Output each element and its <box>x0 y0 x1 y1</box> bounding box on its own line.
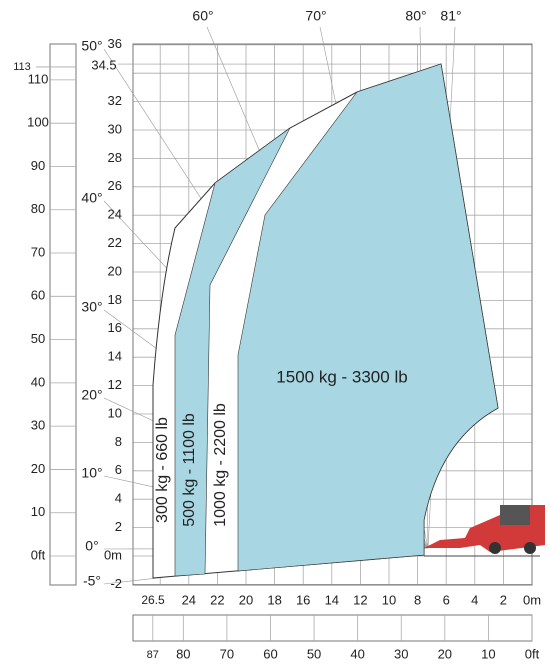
ft-axis-box-bottom <box>133 615 532 641</box>
y-tick-label: 0m <box>104 547 122 562</box>
angle-label: 70° <box>305 8 326 24</box>
y-tick-label: 8 <box>115 434 122 449</box>
ft-tick-label: 80 <box>31 201 45 216</box>
angle-label: 0° <box>85 538 98 554</box>
x-tick-label: 2 <box>500 592 507 607</box>
y-tick-label: 32 <box>108 93 122 108</box>
ft-tick-label: 10 <box>31 504 45 519</box>
angle-label: 80° <box>405 8 426 24</box>
ft-tick-label: 30 <box>394 646 408 661</box>
ft-tick-label: 87 <box>147 649 159 661</box>
y-tick-label: 24 <box>108 207 122 222</box>
x-tick-label: 4 <box>471 592 478 607</box>
x-tick-label: 24 <box>182 592 196 607</box>
y-tick-label: 6 <box>115 462 122 477</box>
x-tick-label: 22 <box>210 592 224 607</box>
ft-tick-label: 0ft <box>525 646 540 661</box>
x-tick-label: 10 <box>382 592 396 607</box>
y-tick-label: 18 <box>108 292 122 307</box>
ft-tick-label: 0ft <box>31 547 46 562</box>
angle-label: 20° <box>81 387 102 403</box>
ft-tick-label: 90 <box>31 158 45 173</box>
zone-label: 1000 kg - 2200 lb <box>212 403 229 527</box>
angle-label: 81° <box>440 8 461 24</box>
ft-tick-label: 60 <box>263 646 277 661</box>
y-tick-label: 12 <box>108 377 122 392</box>
angle-label: 10° <box>81 465 102 481</box>
x-tick-label: 14 <box>325 592 339 607</box>
angle-label: 50° <box>81 38 102 54</box>
zone-label: 300 kg - 660 lb <box>154 417 171 523</box>
ft-tick-label: 20 <box>438 646 452 661</box>
ft-axis-box <box>50 44 76 585</box>
x-tick-label: 8 <box>414 592 421 607</box>
x-tick-label: 16 <box>296 592 310 607</box>
angle-label: 30° <box>81 299 102 315</box>
x-tick-label: 0m <box>523 592 541 607</box>
y-tick-label: 4 <box>115 491 122 506</box>
y-tick-label: 36 <box>108 36 122 51</box>
x-tick-label: 18 <box>267 592 281 607</box>
zone-label: 500 kg - 1100 lb <box>181 413 198 527</box>
y-tick-label: 20 <box>108 263 122 278</box>
ft-tick-label: 80 <box>176 646 190 661</box>
y-tick-label: 22 <box>108 235 122 250</box>
y-tick-label: 34.5 <box>91 58 116 73</box>
ft-tick-label: 100 <box>27 115 49 130</box>
y-tick-label: 10 <box>108 405 122 420</box>
ft-tick-label: 70 <box>220 646 234 661</box>
y-tick-label: 14 <box>108 349 122 364</box>
y-tick-label: 16 <box>108 320 122 335</box>
ft-tick-label: 20 <box>31 461 45 476</box>
ft-tick-label: 70 <box>31 244 45 259</box>
y-tick-label: 26 <box>108 178 122 193</box>
ft-tick-label: 30 <box>31 418 45 433</box>
x-tick-label: 6 <box>443 592 450 607</box>
angle-label: -5° <box>83 573 101 589</box>
ft-tick-label: 60 <box>31 288 45 303</box>
x-tick-label: 26.5 <box>141 593 165 607</box>
y-tick-label: 2 <box>115 519 122 534</box>
machine <box>424 505 545 556</box>
x-tick-label: 12 <box>353 592 367 607</box>
zone-label: 1500 kg - 3300 lb <box>276 367 407 386</box>
ft-tick-label: 40 <box>350 646 364 661</box>
angle-label: 60° <box>192 8 213 24</box>
ft-tick-label: 110 <box>28 71 49 86</box>
y-tick-label: -2 <box>110 576 122 591</box>
ft-tick-label: 50 <box>307 646 321 661</box>
x-tick-label: 20 <box>239 592 253 607</box>
ft-tick-label: 10 <box>481 646 495 661</box>
ft-tick-label: 50 <box>31 331 45 346</box>
y-tick-label: 28 <box>108 150 122 165</box>
ft-tick-label: 40 <box>31 374 45 389</box>
angle-label: 40° <box>81 190 102 206</box>
y-tick-label: 30 <box>108 121 122 136</box>
